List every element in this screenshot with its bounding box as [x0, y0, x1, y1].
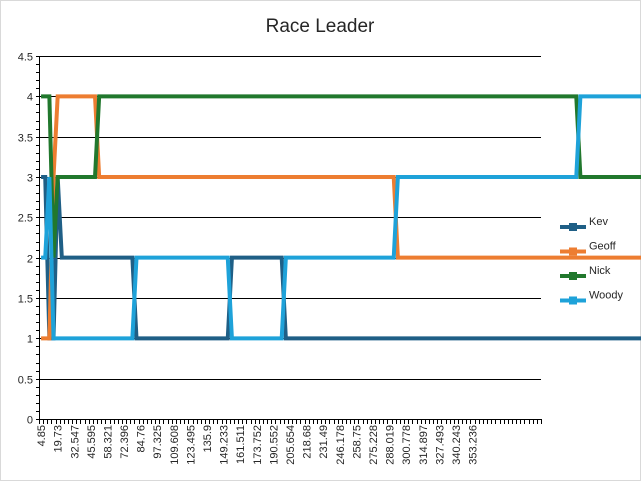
y-tick-label: 3: [27, 173, 33, 185]
x-tick-label: 4.85: [36, 425, 48, 446]
y-tick-label: 3.5: [18, 133, 33, 145]
x-tick-label: 161.511: [235, 425, 247, 464]
x-tick-label: 275.228: [368, 425, 380, 465]
gridlines: [39, 56, 541, 380]
series-lines: [41, 94, 641, 341]
y-tick-label: 0.5: [18, 375, 33, 387]
x-tick-label: 72.396: [119, 425, 131, 459]
legend-marker: [569, 247, 577, 256]
x-tick-label: 205.654: [285, 425, 297, 465]
legend-entry-nick: Nick: [560, 265, 611, 280]
y-tick-label: 1: [27, 334, 33, 346]
x-tick-label: 19.73: [53, 425, 65, 453]
x-tick-label: 231.49: [318, 425, 330, 459]
x-tick-label: 340.243: [451, 425, 463, 465]
x-tick-label: 190.552: [268, 425, 280, 465]
legend-marker: [569, 223, 577, 231]
x-tick-label: 97.325: [152, 425, 164, 459]
y-tick-label: 4.5: [18, 52, 33, 64]
axes: 0 0.5 1 1.5 2 2.5 3 3.5 4 4.5 4.85 19.73 32.547 45.59…: [18, 52, 542, 465]
legend-entry-kev: Kev: [560, 216, 608, 231]
y-tick-label: 0: [27, 415, 33, 427]
x-tick-label: 109.608: [169, 425, 181, 465]
x-tick-label: 84.76: [136, 425, 148, 453]
x-tick-label: 135.9: [202, 425, 214, 453]
x-tick-label: 288.019: [385, 425, 397, 465]
legend-label: Kev: [589, 216, 608, 228]
legend-label: Woody: [589, 290, 624, 302]
x-tick-label: 32.547: [69, 425, 81, 459]
x-tick-label: 314.897: [418, 425, 430, 465]
chart-title: Race Leader: [266, 16, 375, 37]
x-tick-label: 246.178: [335, 425, 347, 465]
x-tick-label: 353.236: [468, 425, 480, 465]
legend-label: Nick: [589, 265, 611, 277]
legend-marker: [569, 272, 577, 280]
series-line-woody: [41, 94, 641, 341]
x-tick-label: 218.68: [302, 425, 314, 459]
y-tick-label: 1.5: [18, 294, 33, 306]
x-tick-label: 45.595: [86, 425, 98, 459]
legend-marker: [569, 296, 577, 305]
x-tick-label: 258.75: [351, 425, 363, 459]
y-tick-label: 2.5: [18, 213, 33, 225]
x-tick-label: 123.495: [185, 425, 197, 465]
x-tick-label: 300.778: [401, 425, 413, 465]
y-tick-label: 4: [27, 92, 33, 104]
x-tick-label: 58.321: [102, 425, 114, 459]
x-tick-label: 149.233: [219, 425, 231, 465]
x-tick-label: 173.752: [252, 425, 264, 465]
legend-entry-geoff: Geoff: [560, 241, 617, 256]
legend-label: Geoff: [589, 241, 617, 253]
legend-entry-woody: Woody: [560, 290, 624, 305]
y-tick-label: 2: [27, 254, 33, 266]
legend: Kev Geoff Nick Woody: [560, 216, 624, 305]
x-tick-label: 327.493: [434, 425, 446, 465]
